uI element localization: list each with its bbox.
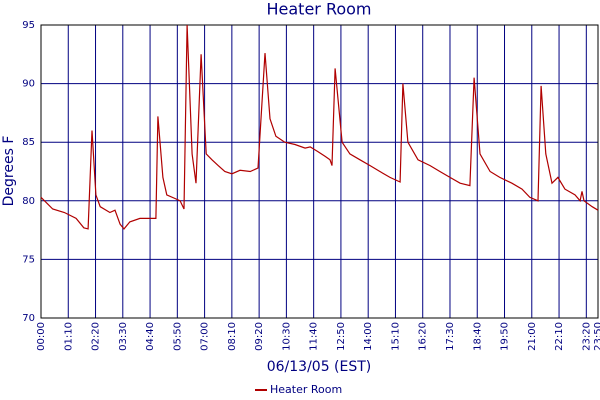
x-tick-label: 09:20 xyxy=(254,322,265,351)
plot-border xyxy=(40,24,599,319)
x-tick-label: 23:20 xyxy=(581,322,592,351)
data-line xyxy=(40,24,599,230)
x-tick-label: 04:40 xyxy=(145,322,156,351)
x-axis-label: 06/13/05 (EST) xyxy=(267,359,372,375)
x-tick-label: 19:50 xyxy=(500,322,511,351)
y-axis-label: Degrees F xyxy=(1,136,17,207)
legend-label: Heater Room xyxy=(270,383,342,396)
x-tick-label: 07:00 xyxy=(200,322,211,351)
x-tick-label: 01:10 xyxy=(63,322,74,351)
x-tick-label: 03:30 xyxy=(118,322,129,351)
y-tick-label: 85 xyxy=(22,137,35,148)
x-tick-label: 11:40 xyxy=(309,322,320,351)
y-tick-label: 80 xyxy=(22,196,35,207)
y-tick-label: 95 xyxy=(22,20,35,31)
x-tick-label: 08:10 xyxy=(227,322,238,351)
x-tick-label: 00:00 xyxy=(36,322,47,351)
y-tick-label: 90 xyxy=(22,79,35,90)
x-tick-label: 05:50 xyxy=(172,322,183,351)
x-tick-label: 16:20 xyxy=(418,322,429,351)
x-tick-label: 23:50 xyxy=(593,322,600,351)
y-tick-label: 70 xyxy=(22,313,35,324)
x-tick-label: 14:00 xyxy=(363,322,374,351)
chart-title: Heater Room xyxy=(266,0,371,19)
x-tick-label: 22:10 xyxy=(554,322,565,351)
y-tick-label: 75 xyxy=(22,254,35,265)
x-tick-label: 10:30 xyxy=(281,322,292,351)
x-tick-label: 17:30 xyxy=(445,322,456,351)
x-tick-label: 15:10 xyxy=(390,322,401,351)
x-tick-label: 21:00 xyxy=(527,322,538,351)
x-tick-label: 02:20 xyxy=(91,322,102,351)
x-tick-label: 12:50 xyxy=(336,322,347,351)
x-tick-label: 18:40 xyxy=(472,322,483,351)
